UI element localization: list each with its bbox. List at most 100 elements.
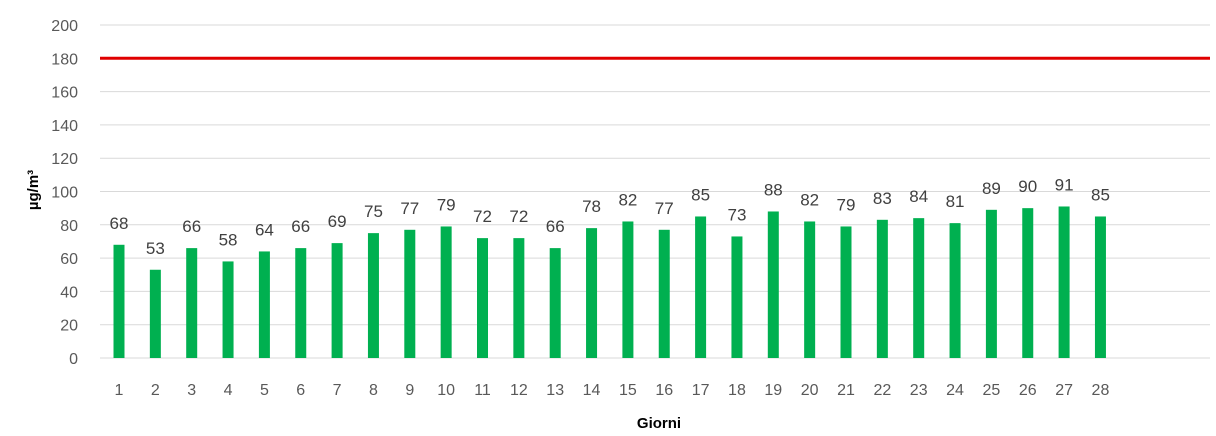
- x-tick-label: 12: [510, 382, 528, 399]
- x-tick-label: 26: [1019, 382, 1037, 399]
- bar: [295, 248, 307, 358]
- bar-value-label: 66: [182, 217, 201, 236]
- bar-value-label: 85: [691, 185, 710, 204]
- y-tick-label: 60: [60, 251, 78, 268]
- y-axis-title: µg/m³: [25, 170, 42, 210]
- bar: [113, 244, 125, 358]
- bar: [1058, 206, 1070, 358]
- bar: [804, 221, 816, 358]
- x-tick-label: 8: [369, 382, 378, 399]
- bar: [767, 211, 779, 358]
- bar-value-label: 58: [219, 230, 238, 249]
- x-tick-label: 9: [405, 382, 414, 399]
- x-tick-label: 15: [619, 382, 637, 399]
- data-labels: 68 53 66 58 64 66 69 75 77 79 72 72 66 78 82 77 85 73 88 82…: [110, 175, 1110, 257]
- bar: [949, 223, 961, 358]
- x-tick-label: 27: [1055, 382, 1073, 399]
- bar-value-label: 91: [1055, 175, 1074, 194]
- x-tick-label: 24: [946, 382, 964, 399]
- bar: [222, 261, 234, 358]
- x-tick-label: 18: [728, 382, 746, 399]
- x-tick-label: 7: [333, 382, 342, 399]
- bar: [186, 248, 198, 358]
- bar: [258, 251, 270, 358]
- bar-value-label: 66: [291, 217, 310, 236]
- bars: [113, 206, 1106, 358]
- x-tick-label: 4: [224, 382, 233, 399]
- bar-value-label: 73: [727, 205, 746, 224]
- y-tick-label: 0: [69, 351, 78, 368]
- bar-value-label: 79: [837, 195, 856, 214]
- y-tick-label: 20: [60, 318, 78, 335]
- bar-value-label: 72: [473, 207, 492, 226]
- bar: [513, 238, 525, 358]
- x-tick-label: 10: [437, 382, 455, 399]
- bar: [331, 243, 343, 358]
- bar: [622, 221, 634, 358]
- bar: [586, 228, 598, 358]
- x-axis-ticks: 1 2 3 4 5 6 7 8 9 10 11 12 13 14 15 16 17 18 19 20 21 22 23 24 2…: [115, 382, 1110, 399]
- bar-value-label: 88: [764, 180, 783, 199]
- bar-value-label: 66: [546, 217, 565, 236]
- x-tick-label: 25: [983, 382, 1001, 399]
- x-tick-label: 20: [801, 382, 819, 399]
- bar-value-label: 77: [400, 199, 419, 218]
- x-tick-label: 1: [115, 382, 124, 399]
- bar-value-label: 79: [437, 195, 456, 214]
- x-tick-label: 19: [764, 382, 782, 399]
- bar: [876, 219, 888, 358]
- bar: [367, 233, 379, 358]
- bar-value-label: 83: [873, 189, 892, 208]
- bar-value-label: 69: [328, 212, 347, 231]
- bar-value-label: 53: [146, 239, 165, 258]
- y-tick-label: 160: [51, 85, 78, 102]
- x-axis-title: Giorni: [637, 415, 681, 432]
- bar: [658, 229, 670, 358]
- y-tick-label: 40: [60, 284, 78, 301]
- x-tick-label: 2: [151, 382, 160, 399]
- y-tick-label: 140: [51, 118, 78, 135]
- y-tick-label: 80: [60, 218, 78, 235]
- x-tick-label: 21: [837, 382, 855, 399]
- bar: [695, 216, 707, 358]
- bar-value-label: 72: [509, 207, 528, 226]
- y-tick-label: 120: [51, 151, 78, 168]
- bar-value-label: 84: [909, 187, 928, 206]
- bar: [840, 226, 852, 358]
- bar: [731, 236, 743, 358]
- x-tick-label: 5: [260, 382, 269, 399]
- bar: [985, 209, 997, 358]
- bar-value-label: 82: [618, 190, 637, 209]
- x-tick-label: 3: [187, 382, 196, 399]
- bar-value-label: 85: [1091, 185, 1110, 204]
- bar-value-label: 82: [800, 190, 819, 209]
- y-tick-label: 200: [51, 18, 78, 35]
- x-tick-label: 23: [910, 382, 928, 399]
- bar-value-label: 64: [255, 220, 274, 239]
- bar: [913, 218, 925, 358]
- bar-value-label: 81: [946, 192, 965, 211]
- bar-value-label: 90: [1018, 177, 1037, 196]
- y-tick-label: 100: [51, 185, 78, 202]
- bar-value-label: 75: [364, 202, 383, 221]
- x-tick-label: 11: [474, 382, 491, 399]
- x-tick-label: 16: [655, 382, 673, 399]
- bar: [1094, 216, 1106, 358]
- y-tick-label: 180: [51, 51, 78, 68]
- y-axis-ticks: 0 20 40 60 80 100 120 140 160 180 200: [51, 18, 78, 368]
- bar: [549, 248, 561, 358]
- bar: [477, 238, 488, 358]
- x-tick-label: 6: [296, 382, 305, 399]
- x-tick-label: 14: [583, 382, 601, 399]
- bar: [404, 229, 416, 358]
- bar-value-label: 78: [582, 197, 601, 216]
- bar: [149, 269, 161, 358]
- bar: [1022, 208, 1034, 358]
- x-tick-label: 28: [1092, 382, 1110, 399]
- bar-value-label: 68: [110, 214, 129, 233]
- x-tick-label: 17: [692, 382, 710, 399]
- bar-value-label: 89: [982, 179, 1001, 198]
- x-tick-label: 13: [546, 382, 564, 399]
